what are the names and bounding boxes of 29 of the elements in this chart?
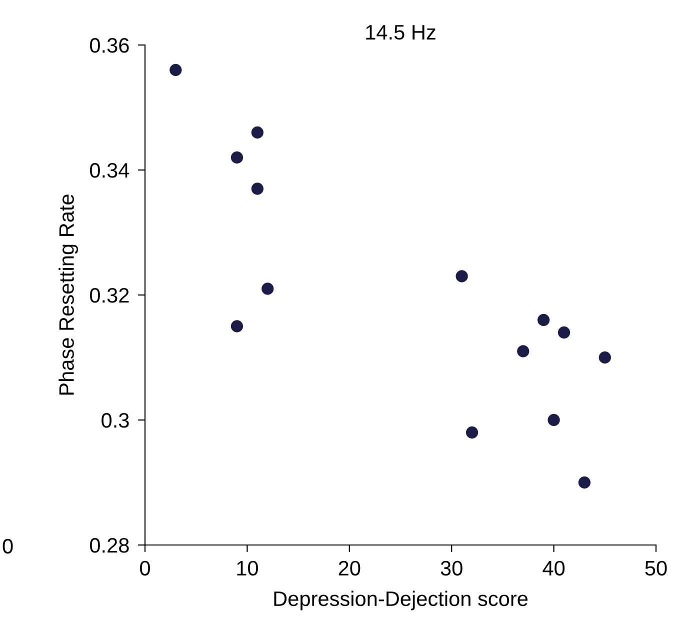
x-tick-label: 40 — [542, 560, 565, 576]
y-tick-label: 0.36 — [90, 38, 129, 53]
point — [230, 151, 244, 164]
y-tick-label: 0.3 — [102, 413, 129, 428]
x-tick-label: 10 — [237, 560, 258, 576]
x-axis-title: Depression-Dejection score — [274, 590, 528, 610]
x-tick-label: 50 — [645, 560, 667, 576]
text: 0 — [2, 538, 13, 554]
point — [548, 414, 560, 426]
point — [251, 182, 264, 195]
y-axis-title: Phase Resetting Rate — [58, 194, 78, 395]
x-tick-label: 30 — [440, 560, 462, 576]
chart-title: 14.5 Hz — [366, 25, 436, 40]
point — [598, 351, 611, 364]
point — [538, 314, 550, 326]
y-tick-label: 0.34 — [90, 163, 130, 178]
point — [262, 282, 274, 295]
point — [517, 345, 530, 358]
point — [170, 64, 182, 76]
x-tick-label: 20 — [338, 560, 360, 576]
x-tick-label: 0 — [140, 560, 150, 576]
point — [251, 126, 264, 139]
point — [558, 326, 570, 339]
point — [230, 320, 244, 332]
y-tick-label: 0.32 — [90, 288, 129, 303]
point — [466, 426, 478, 439]
point — [578, 476, 591, 489]
y-tick-label: 0.28 — [90, 538, 129, 553]
point — [456, 270, 468, 282]
